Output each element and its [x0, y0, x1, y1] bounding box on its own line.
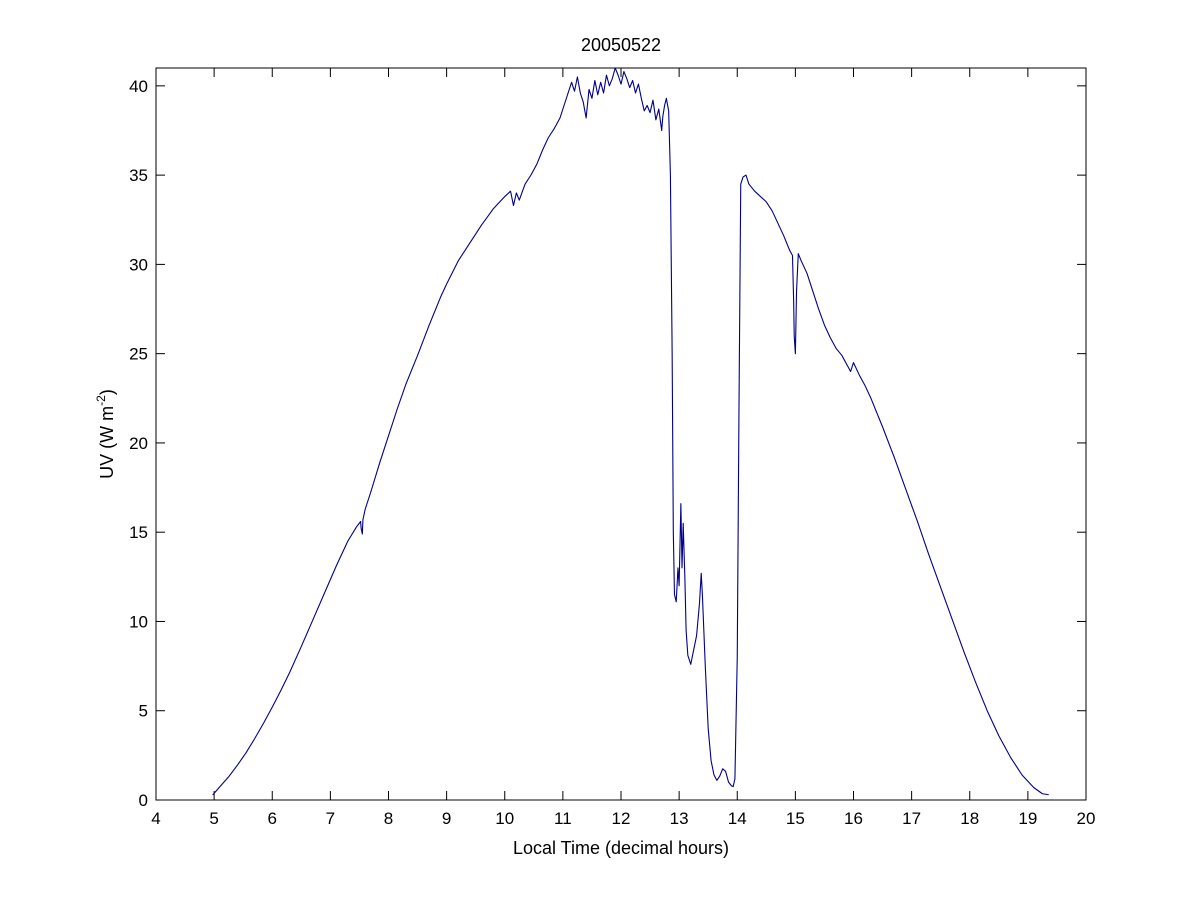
x-tick-label: 18	[960, 809, 979, 828]
x-tick-label: 7	[326, 809, 335, 828]
y-axis-label-exponent: -2	[94, 395, 108, 406]
y-axis-label-close: )	[97, 389, 117, 395]
y-tick-label: 20	[129, 434, 148, 453]
x-tick-label: 11	[554, 809, 572, 828]
y-tick-label: 0	[139, 791, 148, 810]
x-tick-label: 15	[786, 809, 805, 828]
ticks-layer: 4 5 6 7 8 9 10 11 12 13 14 15 16 17 18 19 20 0 5 10 15 20 25 30…	[129, 68, 1095, 828]
x-tick-label: 9	[442, 809, 451, 828]
x-tick-label: 17	[902, 809, 921, 828]
y-tick-label: 25	[129, 345, 148, 364]
series-layer	[212, 67, 1049, 796]
x-tick-label: 10	[495, 809, 514, 828]
y-axis-label-main: UV (W m	[97, 406, 117, 479]
x-tick-label: 19	[1018, 809, 1037, 828]
plot-area	[155, 67, 1087, 801]
x-tick-label: 13	[670, 809, 689, 828]
x-tick-label: 16	[844, 809, 863, 828]
x-tick-label: 20	[1077, 809, 1096, 828]
x-tick-label: 5	[209, 809, 218, 828]
x-tick-label: 8	[384, 809, 393, 828]
y-tick-label: 40	[129, 77, 148, 96]
chart-title: 20050522	[581, 35, 661, 55]
y-tick-label: 30	[129, 255, 148, 274]
y-tick-label: 15	[129, 523, 148, 542]
x-tick-label: 14	[728, 809, 747, 828]
x-axis-label: Local Time (decimal hours)	[513, 838, 729, 858]
series-line-0	[212, 67, 1049, 796]
y-tick-label: 10	[129, 612, 148, 631]
x-tick-label: 12	[612, 809, 631, 828]
x-tick-label: 4	[151, 809, 160, 828]
x-tick-label: 6	[268, 809, 277, 828]
y-tick-label: 5	[139, 702, 148, 721]
y-tick-label: 35	[129, 166, 148, 185]
y-axis-label: UV (W m-2)	[94, 389, 117, 479]
